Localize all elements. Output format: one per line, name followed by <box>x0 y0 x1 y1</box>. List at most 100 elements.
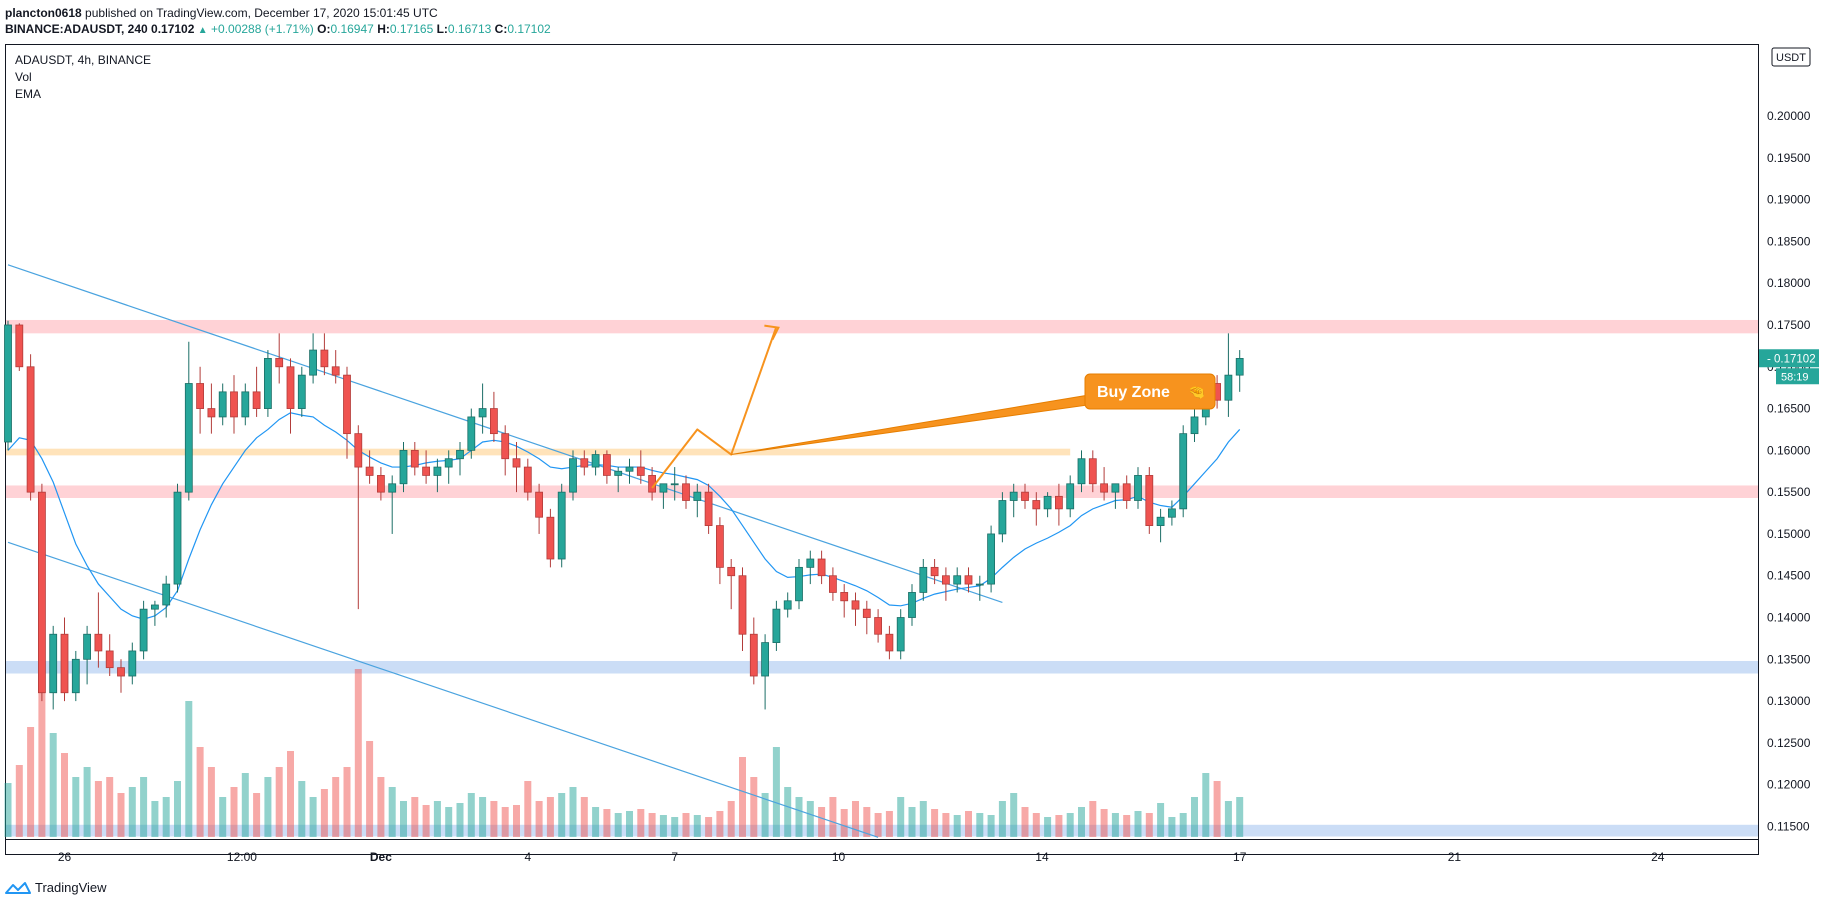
legend-title[interactable]: ADAUSDT, 4h, BINANCE <box>15 53 152 67</box>
candle-down <box>320 349 329 368</box>
volume-bar <box>931 809 939 837</box>
currency-label: USDT <box>1776 52 1806 64</box>
volume-bar <box>287 751 294 837</box>
publisher-username[interactable]: plancton0618 <box>5 6 82 20</box>
volume-bar <box>467 793 475 837</box>
volume-bar <box>829 797 837 837</box>
candle-up <box>4 324 12 443</box>
candle-up <box>433 466 442 476</box>
candle-down <box>207 408 216 418</box>
candle-up <box>1235 358 1244 376</box>
volume-bar <box>705 817 713 837</box>
volume-bar <box>614 813 622 837</box>
legend-ema[interactable]: EMA <box>15 87 42 101</box>
x-tick-label: 10 <box>832 850 846 864</box>
currency-box <box>1771 47 1811 67</box>
candle-up <box>71 658 80 694</box>
volume-bar <box>750 777 758 837</box>
callout-pointer <box>731 393 1096 456</box>
volume-bar <box>965 811 972 837</box>
volume-bar <box>885 811 893 837</box>
volume-bar <box>659 815 667 837</box>
candle-up <box>659 483 668 493</box>
candle-up <box>218 391 227 418</box>
tradingview-logo-icon <box>5 881 31 894</box>
last-price-label: - 0.17102 <box>1767 353 1816 365</box>
volume-bar <box>354 669 362 837</box>
candle-up <box>975 583 984 586</box>
x-tick-label: 14 <box>1035 850 1049 864</box>
y-tick-label: 0.12000 <box>1767 778 1811 792</box>
volume-bar <box>1213 781 1221 837</box>
volume-bar <box>739 757 746 837</box>
x-tick-label: 4 <box>524 850 531 864</box>
volume-bar <box>1236 797 1244 837</box>
volume-bar <box>4 783 12 837</box>
y-tick-label: 0.13000 <box>1767 694 1811 708</box>
candle-down <box>930 566 939 577</box>
volume-bar <box>1021 807 1029 837</box>
candle-up <box>444 458 453 468</box>
close-value: 0.17102 <box>507 22 551 36</box>
volume-bar <box>501 807 509 837</box>
callout-emoji: 🤏 <box>1188 385 1205 401</box>
candle-down <box>489 408 498 435</box>
candle-down <box>749 633 758 677</box>
volume-bar <box>852 801 859 837</box>
volume-bar <box>241 773 249 837</box>
volume-bar <box>49 733 57 837</box>
volume-bar <box>377 777 385 837</box>
volume-bar <box>38 637 46 837</box>
y-tick-label: 0.20000 <box>1767 109 1811 123</box>
published-text: published on TradingView.com, December 1… <box>85 6 438 20</box>
low-value: 0.16713 <box>447 22 492 36</box>
candle-up <box>614 470 623 476</box>
candle-down <box>230 391 238 418</box>
volume-bar <box>648 813 656 837</box>
candle-up <box>670 483 679 486</box>
volume-bar <box>976 813 984 837</box>
candle-up <box>150 604 159 610</box>
volume-bar <box>919 801 927 837</box>
x-tick-label: 17 <box>1233 850 1247 864</box>
candle-up <box>467 416 476 451</box>
volume-bar <box>592 807 600 837</box>
volume-bar <box>1157 803 1165 837</box>
candle-down <box>275 358 284 368</box>
y-tick-label: 0.11500 <box>1767 819 1810 833</box>
volume-bar <box>897 797 905 837</box>
volume-bar <box>1123 815 1131 837</box>
x-tick-label: Dec <box>370 850 392 864</box>
volume-bar <box>1066 813 1074 837</box>
volume-bar <box>908 807 916 837</box>
volume-bar <box>546 797 554 837</box>
last-price-tag <box>1759 349 1819 368</box>
volume-bar <box>761 793 769 837</box>
chart-header: plancton0618 published on TradingView.co… <box>0 0 1828 44</box>
candle-down <box>546 516 555 560</box>
volume-bar <box>784 787 792 837</box>
candle-up <box>128 650 137 677</box>
volume-bar <box>535 801 543 837</box>
x-tick-label: 7 <box>671 850 678 864</box>
legend-vol[interactable]: Vol <box>15 70 32 84</box>
volume-bar <box>637 809 645 837</box>
candle-up <box>569 458 577 493</box>
candle-up <box>772 608 781 643</box>
low-label: L: <box>436 22 448 36</box>
candle-down <box>501 433 510 460</box>
candle-up <box>783 600 792 610</box>
candle-down <box>1032 500 1041 510</box>
footer-brand[interactable]: TradingView <box>35 880 107 895</box>
candle-up <box>795 566 803 602</box>
projection-path <box>651 326 778 489</box>
resistance-zone-1 <box>6 485 1758 498</box>
volume-bar <box>61 753 68 837</box>
trendline-1 <box>7 541 879 838</box>
candle-down <box>829 575 837 593</box>
candle-down <box>376 475 385 493</box>
candle-down <box>286 366 295 409</box>
candle-up <box>987 533 995 585</box>
countdown-label: 58:19 <box>1781 371 1809 383</box>
